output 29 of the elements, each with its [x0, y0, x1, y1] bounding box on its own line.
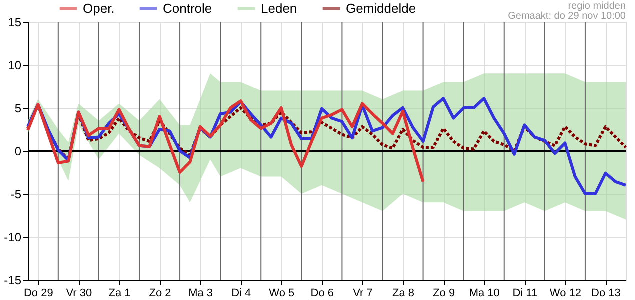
- legend-label: Oper.: [83, 0, 115, 16]
- y-tick-label: -10: [4, 230, 22, 244]
- x-tick-label: Zo 9: [433, 288, 456, 300]
- text: regio midden: [568, 1, 626, 12]
- x-tick-label: Wo 12: [550, 288, 582, 300]
- x-tick-label: Za 1: [108, 288, 131, 300]
- x-tick-label: Di 11: [512, 288, 538, 300]
- legend-label: Gemiddelde: [346, 0, 416, 16]
- legend-label: Controle: [163, 0, 212, 16]
- line-series: [26, 100, 425, 184]
- x-tick-label: Di 4: [232, 288, 252, 300]
- x-tick-label: Vr 7: [353, 288, 373, 300]
- x-tick-label: Do 6: [310, 288, 334, 300]
- x-tick-label: Wo 5: [269, 288, 295, 300]
- text: Gemaakt: do 29 nov 10:00: [508, 11, 626, 22]
- x-tick-label: Zo 2: [149, 288, 172, 300]
- y-tick-label: -5: [10, 188, 22, 202]
- x-tick-label: Do 13: [592, 288, 621, 300]
- y-tick-label: 10: [8, 58, 22, 72]
- y-tick-label: 15: [8, 16, 22, 30]
- legend-label: Leden: [261, 0, 298, 16]
- y-tick-label: 0: [14, 144, 22, 158]
- x-tick-label: Vr 30: [66, 288, 92, 300]
- x-tick-label: Do 29: [24, 288, 54, 300]
- x-tick-label: Za 8: [392, 288, 415, 300]
- x-tick-label: Ma 3: [188, 288, 214, 300]
- y-tick-label: 5: [14, 102, 22, 116]
- x-tick-label: Ma 10: [469, 288, 500, 300]
- y-tick-label: -15: [4, 274, 22, 288]
